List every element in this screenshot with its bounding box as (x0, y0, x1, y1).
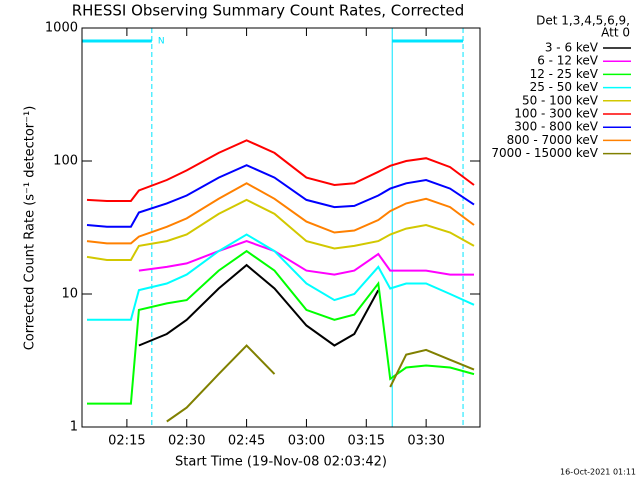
series-line (86, 139, 475, 202)
legend-label: 12 - 25 keV (530, 67, 599, 81)
y-tick-label: 10 (61, 287, 78, 302)
legend-header: Det 1,3,4,5,6,9, (536, 14, 630, 28)
series-line (166, 344, 475, 423)
series-line (138, 263, 380, 347)
y-tick-label: 1000 (45, 21, 78, 36)
legend-header: Att 0 (601, 26, 630, 40)
x-tick-label: 02:30 (168, 434, 205, 449)
series-line (86, 182, 475, 245)
series-line (87, 249, 475, 405)
x-tick-label: 02:45 (228, 434, 265, 449)
y-tick-label: 100 (53, 154, 78, 169)
chart-title: RHESSI Observing Summary Count Rates, Co… (72, 2, 465, 20)
x-tick-label: 02:15 (108, 434, 145, 449)
night-label: N (158, 37, 165, 47)
plot-frame (81, 27, 481, 428)
legend-label: 25 - 50 keV (530, 80, 599, 94)
x-tick-label: 03:30 (407, 434, 444, 449)
series-line (87, 233, 475, 321)
legend-label: 50 - 100 keV (522, 93, 599, 107)
legend-label: 3 - 6 keV (545, 41, 599, 55)
legend-label: 7000 - 15000 keV (491, 146, 598, 160)
legend-label: 6 - 12 keV (537, 54, 599, 68)
x-tick-label: 03:15 (348, 434, 385, 449)
series-line (138, 240, 474, 276)
timestamp: 16-Oct-2021 01:11 (560, 468, 636, 477)
series-line (86, 164, 475, 228)
y-tick-label: 1 (70, 420, 78, 435)
x-tick-label: 03:00 (288, 434, 325, 449)
x-axis-label: Start Time (19-Nov-08 02:03:42) (175, 455, 387, 470)
y-axis-label: Corrected Count Rate (s⁻¹ detector⁻¹) (23, 106, 38, 351)
legend-label: 100 - 300 keV (514, 107, 598, 121)
legend-label: 300 - 800 keV (514, 120, 598, 134)
legend-label: 800 - 7000 keV (507, 133, 599, 147)
series-line (86, 198, 475, 261)
